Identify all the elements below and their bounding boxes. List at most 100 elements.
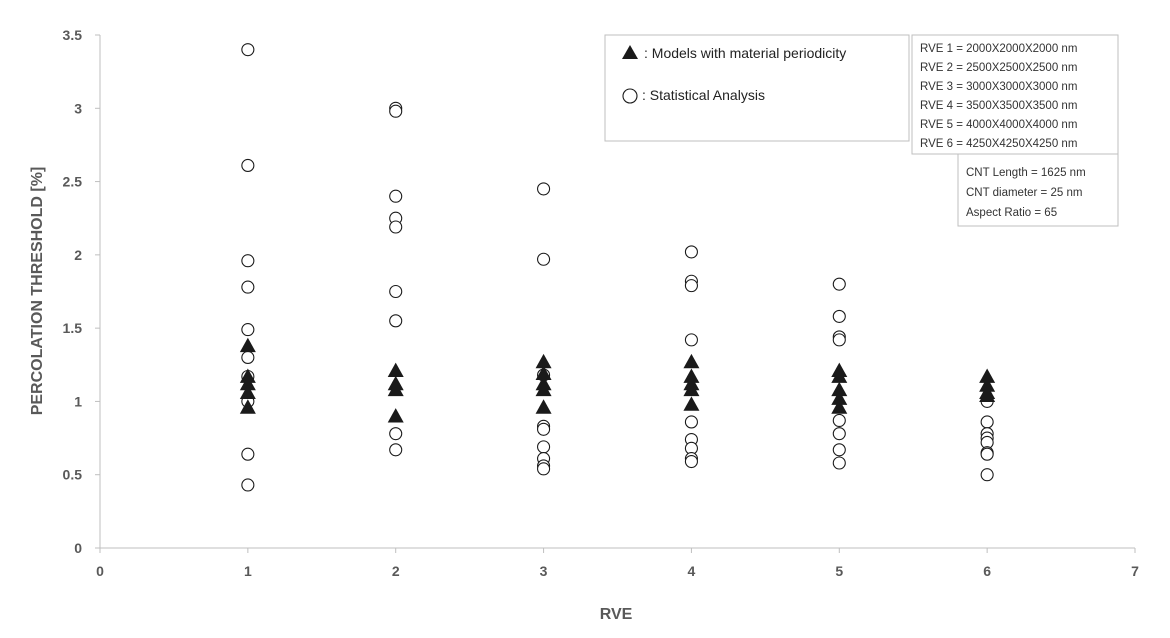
statistical-analysis-point bbox=[241, 158, 255, 172]
legend-box bbox=[604, 34, 910, 142]
statistical-analysis-point bbox=[684, 454, 698, 469]
ticks bbox=[95, 34, 1136, 553]
x-axis-title: RVE bbox=[600, 606, 633, 623]
statistical-analysis-point bbox=[389, 220, 403, 234]
periodicity-model-point bbox=[831, 390, 848, 405]
cnt-property-line: Aspect Ratio = 65 bbox=[966, 207, 1057, 219]
statistical-analysis-point bbox=[389, 189, 403, 203]
statistical-analysis-point bbox=[980, 468, 994, 482]
periodicity-model-point bbox=[683, 381, 700, 397]
statistical-analysis-point bbox=[684, 415, 698, 429]
periodicity-model-point bbox=[683, 396, 700, 411]
legend-marker-triangle bbox=[622, 45, 638, 59]
rve-size-line: RVE 6 = 4250X4250X4250 nm bbox=[920, 138, 1077, 150]
periodicity-model-point bbox=[239, 337, 256, 353]
rve-size-line: RVE 3 = 3000X3000X3000 nm bbox=[920, 81, 1077, 93]
rve-size-line: RVE 2 = 2500X2500X2500 nm bbox=[920, 62, 1077, 74]
statistical-analysis-point bbox=[389, 314, 403, 328]
periodicity-model-point bbox=[387, 381, 404, 397]
statistical-analysis-point bbox=[241, 350, 255, 365]
legend-marker-circle bbox=[622, 88, 638, 104]
periodicity-model-point bbox=[239, 368, 256, 383]
cnt-property-line: CNT Length = 1625 nm bbox=[966, 167, 1086, 179]
x-tick-label: 0 bbox=[96, 563, 104, 579]
periodicity-model-point bbox=[387, 362, 404, 378]
statistical-analysis-point bbox=[537, 252, 551, 266]
tick-labels: 0 0.5 1 1.5 2 2.5 3 3.5 0 1 2 3 4 5 6 7 bbox=[63, 27, 1140, 579]
statistical-analysis-point bbox=[537, 182, 551, 196]
legend: : Models with material periodicity : Sta… bbox=[604, 34, 910, 142]
periodicity-model-point bbox=[535, 399, 552, 414]
statistical-analysis-point bbox=[241, 447, 255, 461]
x-tick-label: 6 bbox=[983, 563, 991, 579]
statistical-analysis-point bbox=[389, 443, 403, 457]
periodicity-model-point bbox=[535, 381, 552, 397]
y-tick-label: 2.5 bbox=[63, 174, 83, 190]
statistical-analysis-point bbox=[389, 104, 403, 118]
periodicity-model-point bbox=[831, 368, 848, 383]
rve-size-line: RVE 5 = 4000X4000X4000 nm bbox=[920, 119, 1077, 131]
axes bbox=[99, 35, 1135, 549]
data-points bbox=[239, 43, 996, 492]
periodicity-model-point bbox=[239, 375, 256, 391]
statistical-analysis-point bbox=[389, 427, 403, 441]
rve-size-box: RVE 1 = 2000X2000X2000 nm RVE 2 = 2500X2… bbox=[911, 34, 1119, 155]
y-tick-label: 1 bbox=[74, 393, 82, 409]
statistical-analysis-point bbox=[832, 309, 846, 323]
periodicity-model-point bbox=[387, 408, 404, 423]
statistical-analysis-point bbox=[832, 413, 846, 428]
statistical-analysis-point bbox=[241, 254, 255, 268]
y-tick-label: 3.5 bbox=[63, 27, 83, 43]
y-axis-title: PERCOLATION THRESHOLD [%] bbox=[29, 167, 46, 416]
statistical-analysis-point bbox=[241, 280, 255, 294]
periodicity-model-point bbox=[683, 368, 700, 383]
x-tick-label: 2 bbox=[392, 563, 400, 579]
periodicity-model-point bbox=[535, 365, 552, 380]
statistical-analysis-point bbox=[980, 447, 994, 461]
statistical-analysis-point bbox=[241, 478, 255, 492]
x-tick-label: 3 bbox=[540, 563, 548, 579]
rve-size-line: RVE 1 = 2000X2000X2000 nm bbox=[920, 43, 1077, 55]
cnt-properties-box: CNT Length = 1625 nm CNT diameter = 25 n… bbox=[957, 153, 1119, 227]
y-tick-label: 2 bbox=[74, 247, 82, 263]
statistical-analysis-point bbox=[537, 422, 551, 436]
cnt-property-line: CNT diameter = 25 nm bbox=[966, 187, 1082, 199]
y-tick-label: 0.5 bbox=[63, 467, 83, 483]
x-tick-label: 7 bbox=[1131, 563, 1139, 579]
periodicity-model-point bbox=[831, 381, 848, 397]
periodicity-model-point bbox=[979, 368, 996, 383]
periodicity-model-point bbox=[831, 399, 848, 414]
statistical-analysis-point bbox=[684, 333, 698, 347]
periodicity-model-point bbox=[535, 353, 552, 369]
statistical-analysis-point bbox=[537, 440, 551, 454]
periodicity-model-point bbox=[239, 399, 256, 414]
periodicity-model-point bbox=[979, 377, 996, 392]
x-tick-label: 4 bbox=[688, 563, 696, 579]
statistical-analysis-point bbox=[684, 245, 698, 259]
statistical-analysis-point bbox=[684, 279, 698, 293]
x-tick-label: 1 bbox=[244, 563, 252, 579]
cnt-properties-box-frame bbox=[957, 153, 1119, 227]
y-tick-label: 0 bbox=[74, 540, 82, 556]
periodicity-model-point bbox=[683, 353, 700, 369]
periodicity-model-point bbox=[239, 384, 256, 400]
statistical-analysis-point bbox=[241, 323, 255, 337]
statistical-analysis-point bbox=[537, 462, 551, 476]
y-tick-label: 3 bbox=[74, 100, 82, 116]
legend-label-periodicity: : Models with material periodicity bbox=[644, 45, 846, 61]
statistical-analysis-point bbox=[832, 427, 846, 441]
statistical-analysis-point bbox=[832, 443, 846, 457]
rve-size-box-frame bbox=[911, 34, 1119, 155]
periodicity-model-point bbox=[979, 387, 996, 402]
y-tick-label: 1.5 bbox=[63, 320, 83, 336]
statistical-analysis-point bbox=[832, 333, 846, 347]
rve-size-line: RVE 4 = 3500X3500X3500 nm bbox=[920, 100, 1077, 112]
statistical-analysis-point bbox=[389, 284, 403, 299]
statistical-analysis-point bbox=[980, 415, 994, 429]
statistical-analysis-point bbox=[832, 277, 846, 291]
statistical-analysis-point bbox=[832, 456, 846, 470]
statistical-analysis-point bbox=[241, 43, 255, 57]
x-tick-label: 5 bbox=[835, 563, 843, 579]
legend-label-statistical: : Statistical Analysis bbox=[642, 87, 765, 103]
